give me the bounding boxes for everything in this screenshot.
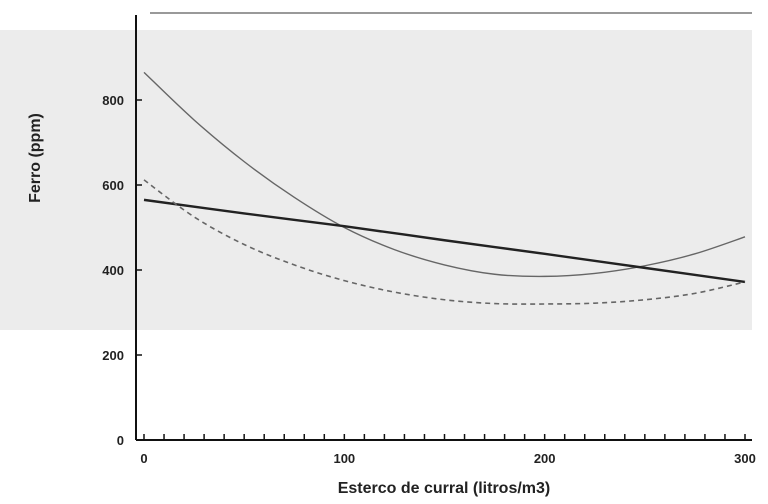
x-tick-label: 300 xyxy=(734,451,756,466)
x-tick-label: 0 xyxy=(140,451,147,466)
y-axis-title: Ferro (ppm) xyxy=(27,113,44,203)
y-tick-labels: 0 200 400 600 800 xyxy=(102,93,142,448)
series-layer xyxy=(143,71,746,305)
scan-shading-plot xyxy=(150,30,752,330)
x-tick-label: 100 xyxy=(333,451,355,466)
x-minor-ticks xyxy=(143,434,746,440)
x-tick-label: 200 xyxy=(534,451,556,466)
y-tick-label: 0 xyxy=(117,433,124,448)
scan-shading-left xyxy=(0,30,150,330)
series-line-1 xyxy=(143,71,746,278)
x-axis-title: Esterco de curral (litros/m3) xyxy=(338,480,551,497)
y-tick-label: 400 xyxy=(102,263,124,278)
y-tick-label: 800 xyxy=(102,93,124,108)
series-line-2 xyxy=(143,198,746,284)
x-tick-labels: 0 100 200 300 xyxy=(140,451,755,466)
y-tick-label: 600 xyxy=(102,178,124,193)
series-line-3 xyxy=(143,179,746,305)
y-tick-label: 200 xyxy=(102,348,124,363)
